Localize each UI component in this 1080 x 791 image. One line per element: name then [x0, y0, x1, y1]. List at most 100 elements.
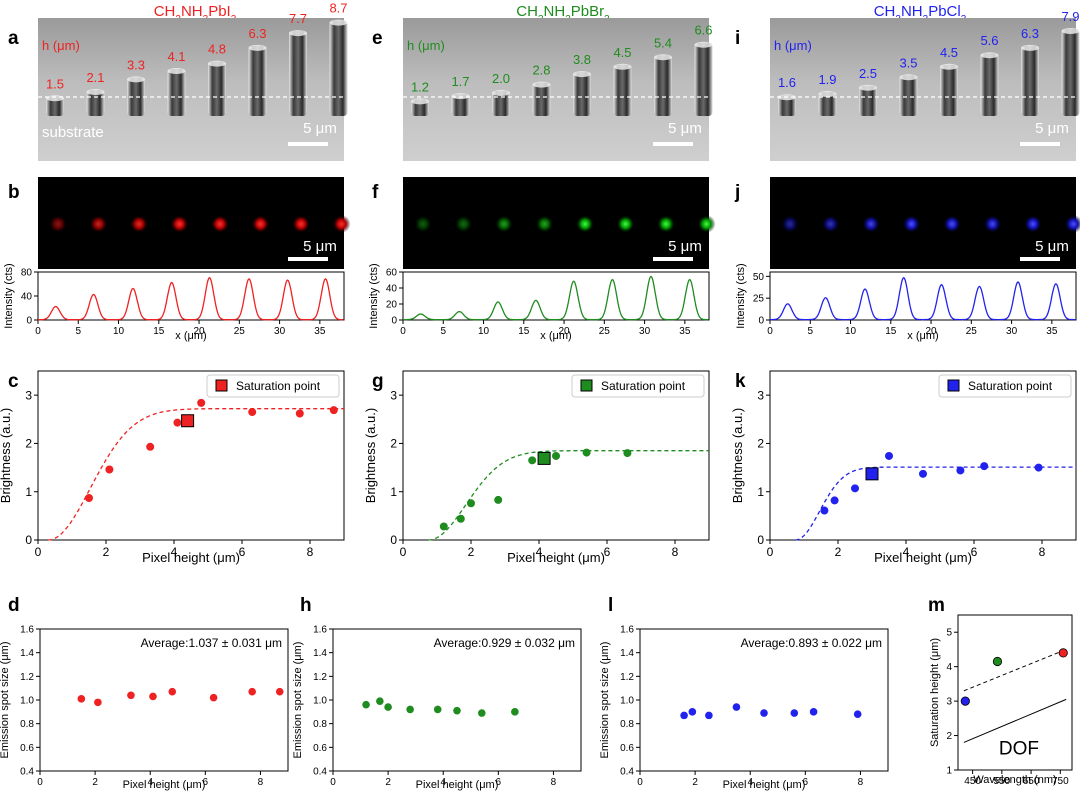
chart-c: 0 2 4 6 8 0 1 2 3 Pixel height (μm) Brightness (a.… [0, 370, 345, 565]
pillar-height-value: 6.6 [694, 23, 712, 38]
pillar-top [248, 44, 267, 51]
x-tick-label: 5 [75, 326, 81, 337]
y-tick-label: 0.4 [313, 767, 327, 778]
pillar-height-value: 4.1 [167, 49, 185, 64]
y-tick-label: 40 [21, 292, 33, 303]
y-tick-label: 80 [21, 268, 33, 279]
y-tick-label: 0.6 [620, 743, 634, 754]
x-tick-label: 8 [672, 545, 679, 559]
legend-marker [947, 379, 960, 392]
y-axis-label: Intensity (cts) [368, 263, 380, 328]
data-point [956, 466, 965, 475]
y-tick-label: 1.4 [620, 648, 634, 659]
x-tick-label: 4 [147, 777, 153, 788]
y-tick-label: 1.0 [313, 696, 327, 707]
y-axis-label: Saturation height (μm) [929, 638, 941, 747]
pillar-top [694, 41, 713, 48]
fit-curve [795, 466, 1076, 541]
emission-spot [292, 215, 310, 233]
x-tick-label: 0 [330, 777, 336, 788]
x-tick-label: 8 [551, 777, 557, 788]
pillar [818, 92, 837, 116]
y-tick-label: 2 [757, 437, 764, 451]
data-point [149, 692, 157, 701]
data-point [980, 462, 989, 471]
scale-bar-label: 5 μm [668, 120, 702, 137]
pillar-top [1061, 28, 1080, 35]
scale-bar [653, 142, 693, 146]
data-point [809, 708, 818, 716]
data-point [295, 409, 304, 418]
emission-spot [943, 215, 961, 233]
x-axis-label: Pixel height (μm) [123, 779, 206, 791]
legend-box [938, 374, 1072, 398]
data-point [960, 696, 970, 706]
y-tick-label: 0 [391, 316, 397, 327]
x-tick-label: 4 [903, 545, 910, 559]
y-tick-label: 2 [25, 437, 32, 451]
data-point [168, 687, 177, 696]
data-point [853, 710, 862, 718]
scale-bar-label: 5 μm [303, 238, 337, 255]
x-axis-label: Wavelength (nm) [973, 774, 1056, 786]
pillar-top [208, 60, 226, 67]
pillar-top [899, 74, 918, 81]
pillar [654, 55, 672, 116]
x-axis-label: Pixel height (μm) [507, 550, 605, 565]
y-tick-label: 60 [386, 268, 398, 279]
emission-spot [616, 215, 635, 233]
panel-letter: g [372, 371, 384, 392]
x-tick-label: 0 [767, 545, 774, 559]
emission-spot [697, 215, 716, 233]
x-tick-label: 30 [274, 326, 286, 337]
data-point [467, 499, 475, 508]
x-tick-label: 25 [599, 326, 611, 337]
panel-letter: j [734, 182, 740, 203]
x-tick-label: 30 [1006, 326, 1018, 337]
x-tick-label: 8 [1039, 545, 1046, 559]
plot-frame [769, 271, 1077, 321]
y-tick-label: 0.8 [20, 719, 34, 730]
pillar-height-value: 2.5 [859, 66, 877, 81]
plot-frame [37, 370, 345, 541]
emission-spot [49, 215, 67, 233]
x-axis-label: x (μm) [907, 330, 938, 342]
legend-label: Saturation point [968, 379, 1053, 393]
pillar-height-value: 5.6 [980, 33, 998, 48]
y-tick-label: 1.0 [20, 696, 34, 707]
pillar-height-value: 3.5 [899, 55, 917, 70]
pillar [329, 20, 348, 116]
chart-h: 0 2 4 6 8 0.4 0.6 0.8 1.0 1.2 1.4 1.6 Pixel height (… [292, 625, 582, 791]
pillar-top [859, 84, 877, 91]
pillar-height-value: 3.8 [573, 52, 591, 67]
x-tick-label: 6 [203, 777, 209, 788]
pillar-height-value: 1.5 [46, 76, 64, 91]
pillar [289, 31, 307, 116]
y-tick-label: 3 [757, 388, 764, 402]
formula-part: NH [181, 3, 203, 20]
data-point [77, 695, 86, 703]
panel-letter: k [735, 371, 746, 392]
x-tick-label: 0 [35, 326, 41, 337]
data-point [362, 700, 370, 709]
trend-line [963, 648, 1067, 692]
data-point [623, 449, 632, 458]
x-axis-label: Pixel height (μm) [723, 779, 806, 791]
y-axis-label: Brightness (a.u.) [0, 408, 13, 503]
data-point [275, 687, 284, 696]
y-axis-label: Emission spot size (μm) [292, 642, 304, 759]
data-point [329, 406, 338, 415]
x-tick-label: 35 [1046, 326, 1058, 337]
legend-marker [215, 379, 228, 392]
chart-l: 0 2 4 6 8 0.4 0.6 0.8 1.0 1.2 1.4 1.6 Pixel height (… [599, 625, 889, 791]
x-tick-label: 0 [637, 777, 643, 788]
data-point [376, 697, 384, 705]
saturation-point-marker [865, 467, 879, 481]
average-annotation: Average:0.893 ± 0.022 μm [741, 636, 882, 650]
fit-curve [48, 408, 344, 541]
legend-marker [580, 379, 593, 392]
y-tick-label: 1 [946, 766, 952, 777]
x-tick-label: 2 [835, 545, 842, 559]
x-tick-label: 15 [518, 326, 530, 337]
x-tick-label: 750 [1052, 776, 1069, 787]
